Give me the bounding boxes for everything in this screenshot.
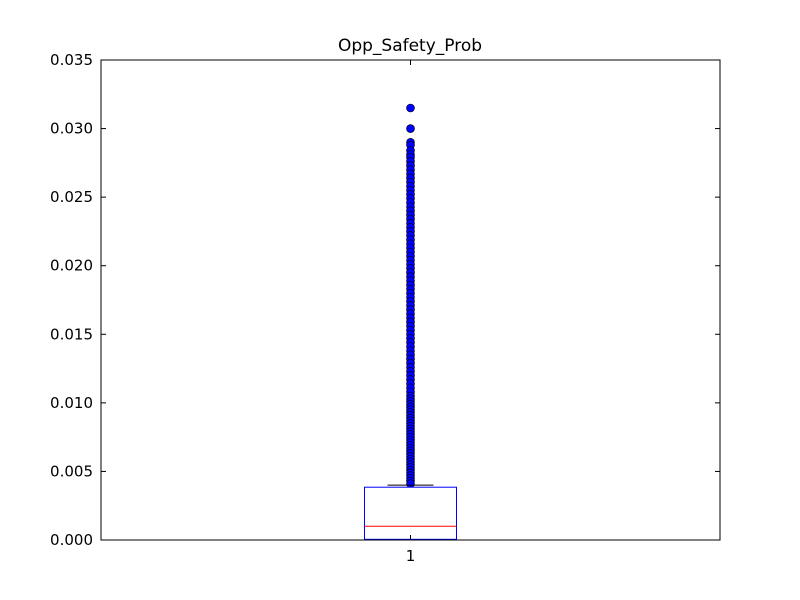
outlier-point [406,124,415,133]
y-tick-label: 0.000 [50,531,93,549]
y-tick-label: 0.025 [50,188,93,206]
chart-marks [364,103,457,541]
y-tick-label: 0.030 [50,120,93,138]
x-tick-label: 1 [406,547,416,565]
y-tick-label: 0.015 [50,325,93,343]
chart-title: Opp_Safety_Prob [337,36,483,56]
axis-ticks: 0.000 0.005 0.010 0.015 0.020 0.025 0.030 0.035… [50,51,720,565]
outlier-point [406,103,415,113]
axes-frame [100,59,721,541]
box-iqr [364,486,457,540]
y-tick-label: 0.005 [50,462,93,480]
y-tick-label: 0.035 [50,51,93,69]
y-tick-label: 0.020 [50,257,93,275]
y-tick-label: 0.010 [50,394,93,412]
